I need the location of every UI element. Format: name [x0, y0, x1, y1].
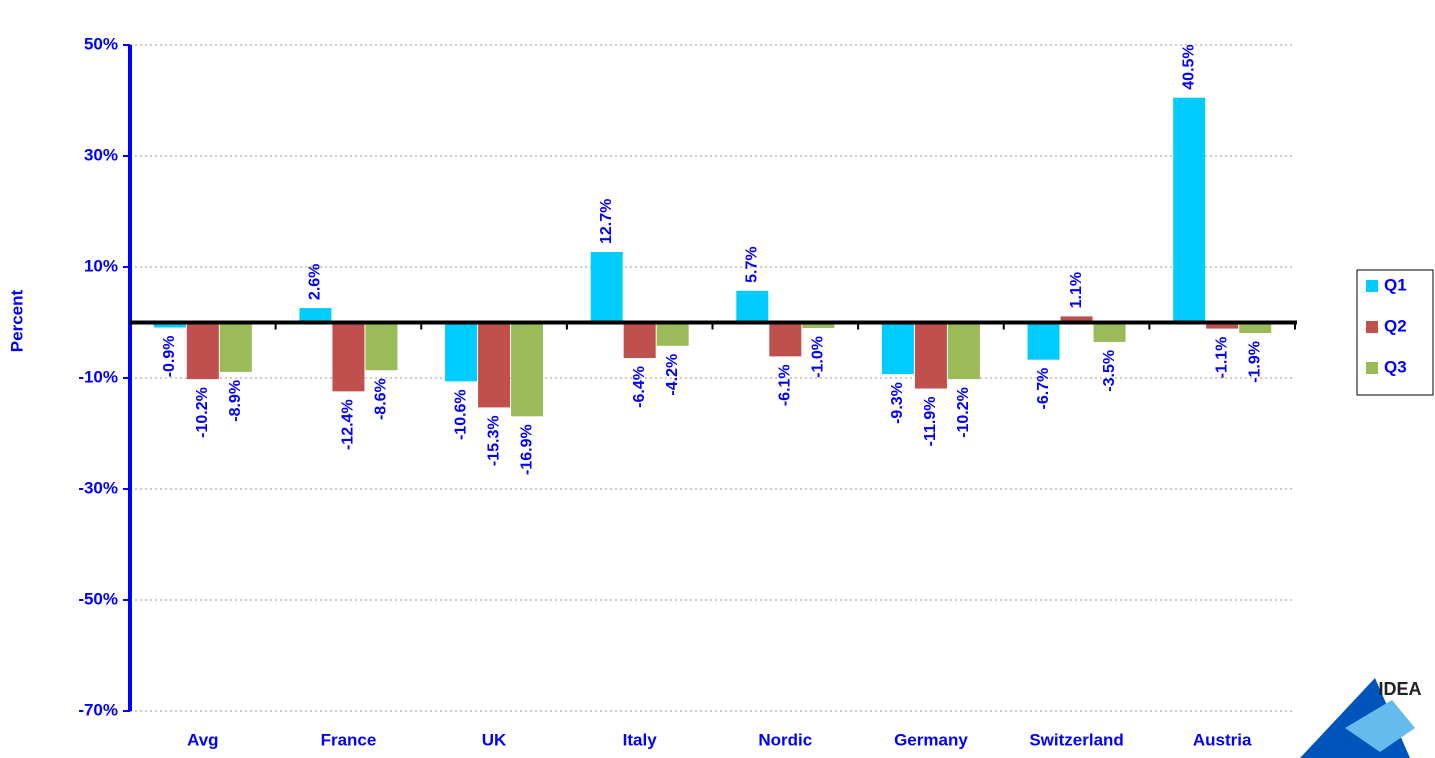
y-tick-label: -50%	[78, 589, 118, 608]
bar	[947, 322, 980, 380]
data-label: -16.9%	[518, 424, 535, 475]
data-label: -11.9%	[922, 397, 939, 447]
y-axis-title: Percent	[7, 289, 26, 352]
logo: IDEA	[1300, 678, 1422, 758]
bar	[802, 322, 835, 329]
x-tick-label: Austria	[1193, 730, 1252, 749]
legend-label: Q2	[1384, 316, 1407, 335]
legend-swatch	[1366, 362, 1378, 374]
y-tick-label: 30%	[84, 145, 118, 164]
bar	[736, 290, 769, 323]
x-tick-label: France	[321, 730, 377, 749]
data-label: 12.7%	[598, 199, 615, 244]
x-tick-label: Nordic	[758, 730, 812, 749]
data-label: -15.3%	[485, 415, 502, 466]
y-tick-label: -30%	[78, 478, 118, 497]
data-label: -4.2%	[664, 354, 681, 396]
bar	[186, 322, 219, 380]
bar	[623, 322, 656, 359]
logo-shape	[1345, 700, 1415, 752]
data-label: -6.1%	[777, 364, 794, 406]
data-label: -0.9%	[161, 335, 178, 377]
logo-text: IDEA	[1378, 679, 1421, 699]
data-label: -6.7%	[1035, 368, 1052, 410]
y-tick-label: 10%	[84, 256, 118, 275]
bar	[219, 322, 252, 372]
data-label: -1.0%	[810, 336, 827, 378]
bar	[769, 322, 802, 357]
bar	[881, 322, 914, 375]
bar	[153, 322, 186, 328]
y-tick-label: 50%	[84, 34, 118, 53]
legend-label: Q3	[1384, 357, 1407, 376]
data-label: -6.4%	[631, 366, 648, 408]
data-label: -9.3%	[889, 382, 906, 424]
data-label: -1.1%	[1213, 337, 1230, 379]
bar	[445, 322, 478, 382]
data-label: 2.6%	[307, 264, 324, 300]
bar	[1206, 322, 1239, 329]
bar	[656, 322, 689, 346]
bar	[511, 322, 544, 417]
data-label: -3.5%	[1101, 350, 1118, 392]
x-tick-label: Avg	[187, 730, 219, 749]
bar	[1027, 322, 1060, 360]
data-label: -10.6%	[452, 389, 469, 440]
x-tick-label: Italy	[623, 730, 658, 749]
legend-swatch	[1366, 280, 1378, 292]
x-tick-label: UK	[482, 730, 507, 749]
data-label: -10.2%	[955, 387, 972, 438]
bar	[299, 308, 332, 323]
data-label: 40.5%	[1180, 44, 1197, 89]
bar	[332, 322, 365, 392]
data-label: 1.1%	[1068, 272, 1085, 308]
y-tick-label: -70%	[78, 700, 118, 719]
bar	[1239, 322, 1272, 334]
y-tick-label: -10%	[78, 367, 118, 386]
bar	[365, 322, 398, 371]
data-label: -12.4%	[340, 399, 357, 450]
data-label: -10.2%	[194, 387, 211, 438]
bar	[1093, 322, 1126, 342]
x-tick-label: Switzerland	[1029, 730, 1123, 749]
data-label: -8.6%	[373, 378, 390, 420]
bar	[590, 252, 623, 323]
bar	[1173, 97, 1206, 323]
bar	[1060, 316, 1093, 323]
bar	[478, 322, 511, 408]
data-label: -1.9%	[1246, 341, 1263, 383]
legend-label: Q1	[1384, 275, 1407, 294]
data-label: 5.7%	[744, 246, 761, 282]
x-tick-label: Germany	[894, 730, 968, 749]
legend-swatch	[1366, 321, 1378, 333]
data-label: -8.9%	[227, 380, 244, 422]
bar	[914, 322, 947, 389]
